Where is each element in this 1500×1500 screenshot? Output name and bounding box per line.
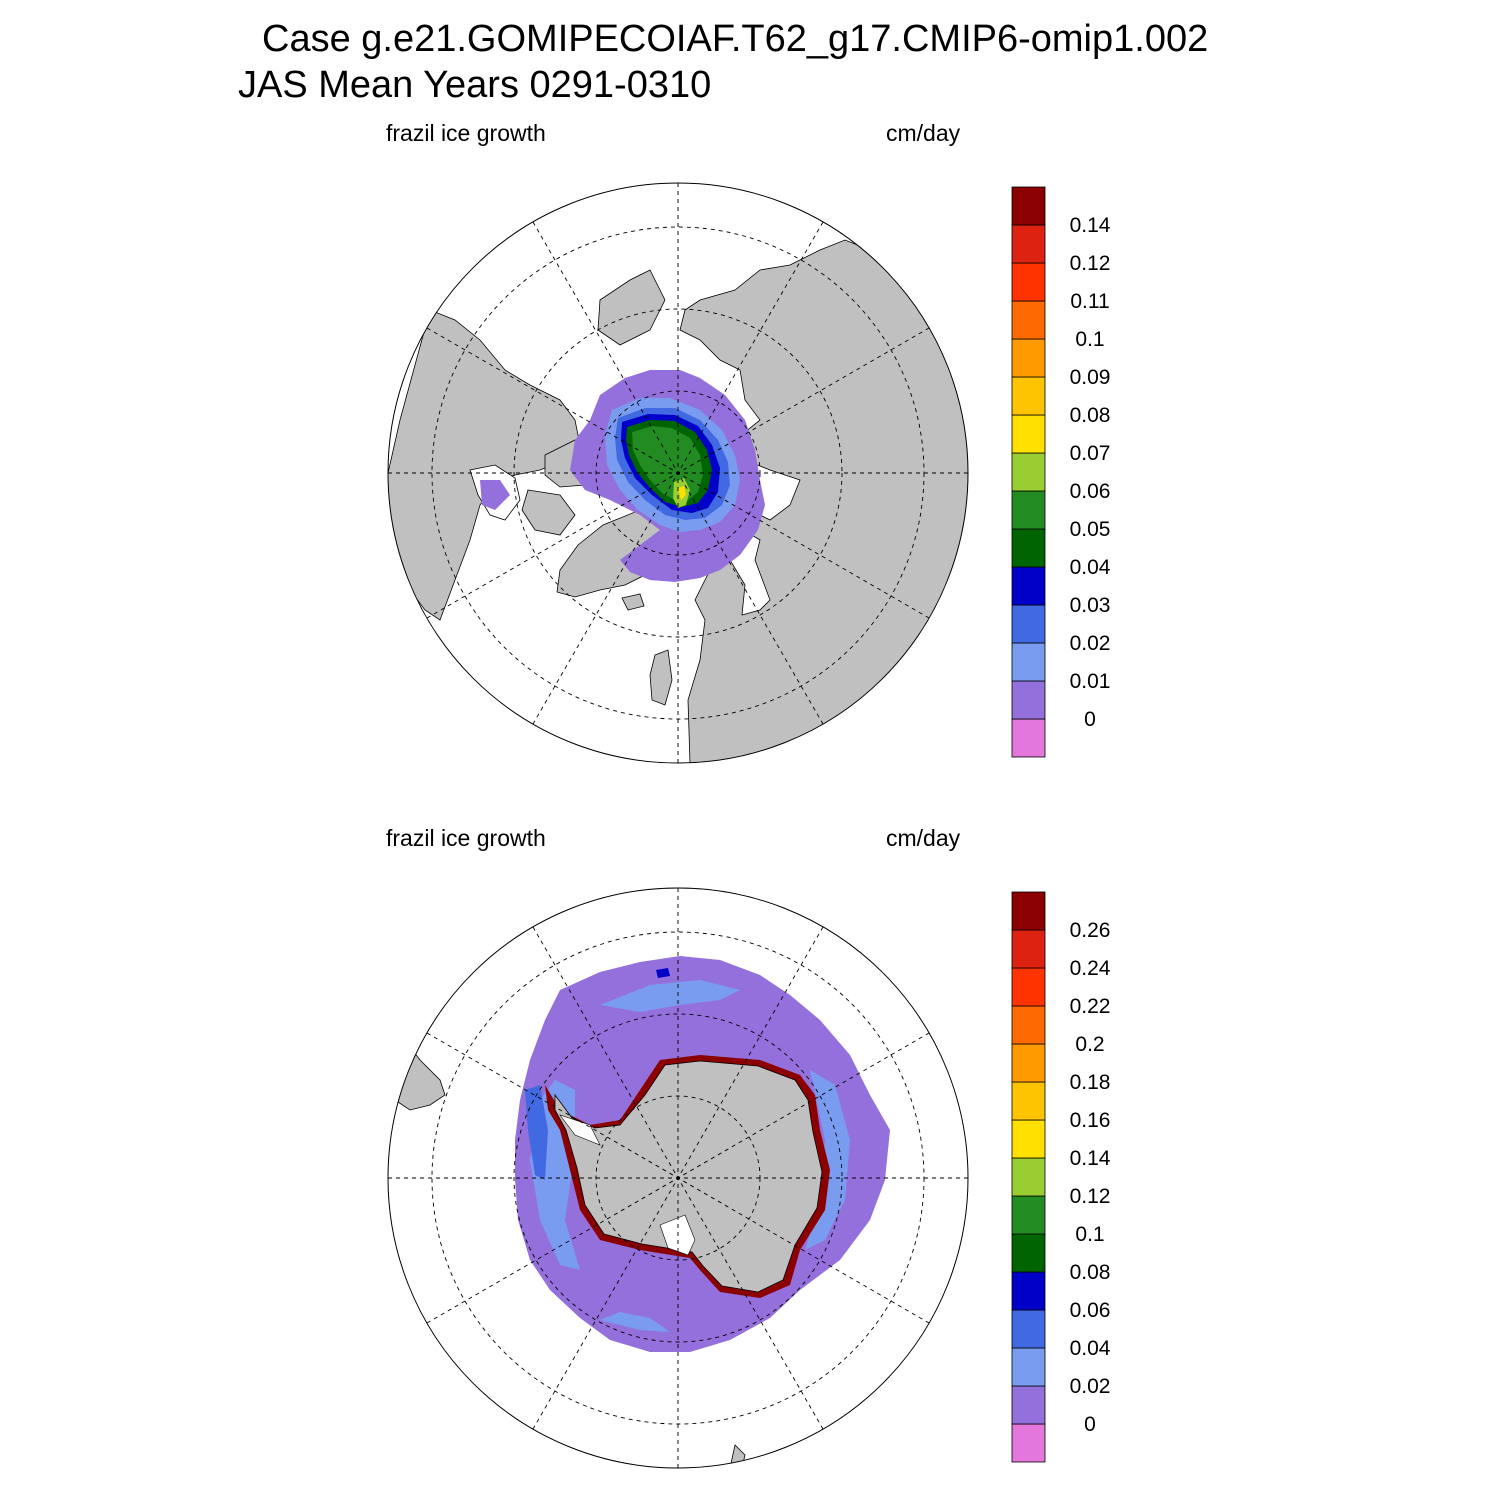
sh-frazil-spot-0.06 bbox=[656, 968, 670, 978]
sh-colorbar-swatch-14 bbox=[1011, 891, 1046, 931]
sh-colorbar-swatch-2 bbox=[1011, 1347, 1046, 1387]
sh-colorbar-label: 0.04 bbox=[1070, 1337, 1111, 1360]
nh-colorbar-swatch-11 bbox=[1011, 300, 1046, 340]
sh-ice-shelf-ross bbox=[659, 1214, 696, 1256]
nh-land-iceland bbox=[621, 593, 645, 611]
sh-colorbar-swatch-7 bbox=[1011, 1157, 1046, 1197]
nh-colorbar-label: 0.12 bbox=[1070, 252, 1111, 275]
sh-colorbar-swatch-4 bbox=[1011, 1271, 1046, 1311]
sh-colorbar-label: 0.12 bbox=[1070, 1185, 1111, 1208]
nh-colorbar-label: 0.01 bbox=[1070, 670, 1111, 693]
sh-colorbar-label: 0.2 bbox=[1075, 1033, 1104, 1056]
sh-colorbar: 0 0.02 0.04 0.06 0.08 0.1 0.12 0.14 0.16 0.18 0.2 0… bbox=[1011, 891, 1111, 1463]
sh-variable-label: frazil ice growth bbox=[386, 825, 546, 851]
sh-polar-map bbox=[387, 887, 969, 1469]
nh-colorbar-label: 0.03 bbox=[1070, 594, 1111, 617]
sh-colorbar-label: 0.02 bbox=[1070, 1375, 1111, 1398]
sh-colorbar-swatch-5 bbox=[1011, 1233, 1046, 1273]
nh-colorbar-swatch-6 bbox=[1011, 490, 1046, 530]
nh-land-great-britain bbox=[649, 649, 673, 706]
nh-colorbar-label: 0.06 bbox=[1070, 480, 1111, 503]
sh-colorbar-swatch-11 bbox=[1011, 1005, 1046, 1045]
nh-colorbar-swatch-9 bbox=[1011, 376, 1046, 416]
sh-units-label: cm/day bbox=[886, 825, 961, 851]
nh-frazil-field-0.07 bbox=[678, 486, 686, 500]
sh-colorbar-swatch-9 bbox=[1011, 1081, 1046, 1121]
nh-colorbar-swatch-8 bbox=[1011, 414, 1046, 454]
sh-colorbar-label: 0.22 bbox=[1070, 995, 1111, 1018]
nh-colorbar-label: 0.11 bbox=[1070, 290, 1109, 313]
nh-colorbar-label: 0.02 bbox=[1070, 632, 1111, 655]
nh-polar-map bbox=[387, 182, 969, 764]
sh-land-antarctica bbox=[554, 1060, 823, 1293]
nh-variable-label: frazil ice growth bbox=[386, 120, 546, 146]
nh-colorbar-swatch-4 bbox=[1011, 566, 1046, 606]
nh-frazil-arc-pacific bbox=[480, 480, 510, 510]
sh-colorbar-label: 0.16 bbox=[1070, 1109, 1111, 1132]
figure-title-line-1: Case g.e21.GOMIPECOIAF.T62_g17.CMIP6-omi… bbox=[262, 18, 1209, 60]
nh-colorbar-label: 0.08 bbox=[1070, 404, 1111, 427]
sh-colorbar-label: 0.06 bbox=[1070, 1299, 1111, 1322]
nh-colorbar-label: 0 bbox=[1084, 708, 1096, 731]
nh-land-baffin-island bbox=[521, 489, 576, 536]
sh-colorbar-swatch-0 bbox=[1011, 1423, 1046, 1463]
nh-colorbar: 0 0.01 0.02 0.03 0.04 0.05 0.06 0.07 0.08 0.09 0.1… bbox=[1011, 186, 1111, 758]
nh-colorbar-swatch-0 bbox=[1011, 718, 1046, 758]
nh-map-border bbox=[387, 182, 969, 764]
nh-land-eurasia bbox=[679, 239, 968, 763]
nh-colorbar-label: 0.05 bbox=[1070, 518, 1111, 541]
nh-colorbar-swatch-3 bbox=[1011, 604, 1046, 644]
sh-colorbar-swatch-12 bbox=[1011, 967, 1046, 1007]
nh-land-alaska bbox=[597, 269, 666, 346]
sh-colorbar-swatch-3 bbox=[1011, 1309, 1046, 1349]
nh-colorbar-swatch-5 bbox=[1011, 528, 1046, 568]
figure-title-line-2: JAS Mean Years 0291-0310 bbox=[238, 64, 712, 106]
sh-frazil-band-0.02-north bbox=[600, 980, 740, 1012]
sh-colorbar-swatch-6 bbox=[1011, 1195, 1046, 1235]
nh-colorbar-swatch-14 bbox=[1011, 186, 1046, 226]
sh-colorbar-label: 0.1 bbox=[1075, 1223, 1104, 1246]
sh-colorbar-label: 0 bbox=[1084, 1413, 1096, 1436]
nh-colorbar-swatch-1 bbox=[1011, 680, 1046, 720]
sh-colorbar-swatch-13 bbox=[1011, 929, 1046, 969]
nh-colorbar-label: 0.14 bbox=[1070, 214, 1111, 237]
nh-colorbar-swatch-13 bbox=[1011, 224, 1046, 264]
sh-frazil-band-0.02-south bbox=[600, 1312, 670, 1332]
sh-frazil-band-0.04 bbox=[525, 1085, 548, 1180]
sh-graticule bbox=[388, 888, 968, 1468]
nh-colorbar-label: 0.1 bbox=[1075, 328, 1104, 351]
sh-colorbar-label: 0.18 bbox=[1070, 1071, 1111, 1094]
nh-colorbar-label: 0.07 bbox=[1070, 442, 1111, 465]
nh-colorbar-swatch-7 bbox=[1011, 452, 1046, 492]
sh-map-border bbox=[387, 887, 969, 1469]
sh-colorbar-swatch-10 bbox=[1011, 1043, 1046, 1083]
nh-colorbar-swatch-10 bbox=[1011, 338, 1046, 378]
sh-colorbar-swatch-8 bbox=[1011, 1119, 1046, 1159]
nh-colorbar-label: 0.04 bbox=[1070, 556, 1111, 579]
nh-colorbar-swatch-2 bbox=[1011, 642, 1046, 682]
sh-colorbar-label: 0.14 bbox=[1070, 1147, 1111, 1170]
sh-colorbar-label: 0.08 bbox=[1070, 1261, 1111, 1284]
nh-units-label: cm/day bbox=[886, 120, 961, 146]
nh-colorbar-label: 0.09 bbox=[1070, 366, 1111, 389]
sh-colorbar-swatch-1 bbox=[1011, 1385, 1046, 1425]
nh-colorbar-swatch-12 bbox=[1011, 262, 1046, 302]
sh-colorbar-label: 0.26 bbox=[1070, 919, 1111, 942]
sh-colorbar-label: 0.24 bbox=[1070, 957, 1111, 980]
nh-graticule bbox=[388, 183, 968, 763]
